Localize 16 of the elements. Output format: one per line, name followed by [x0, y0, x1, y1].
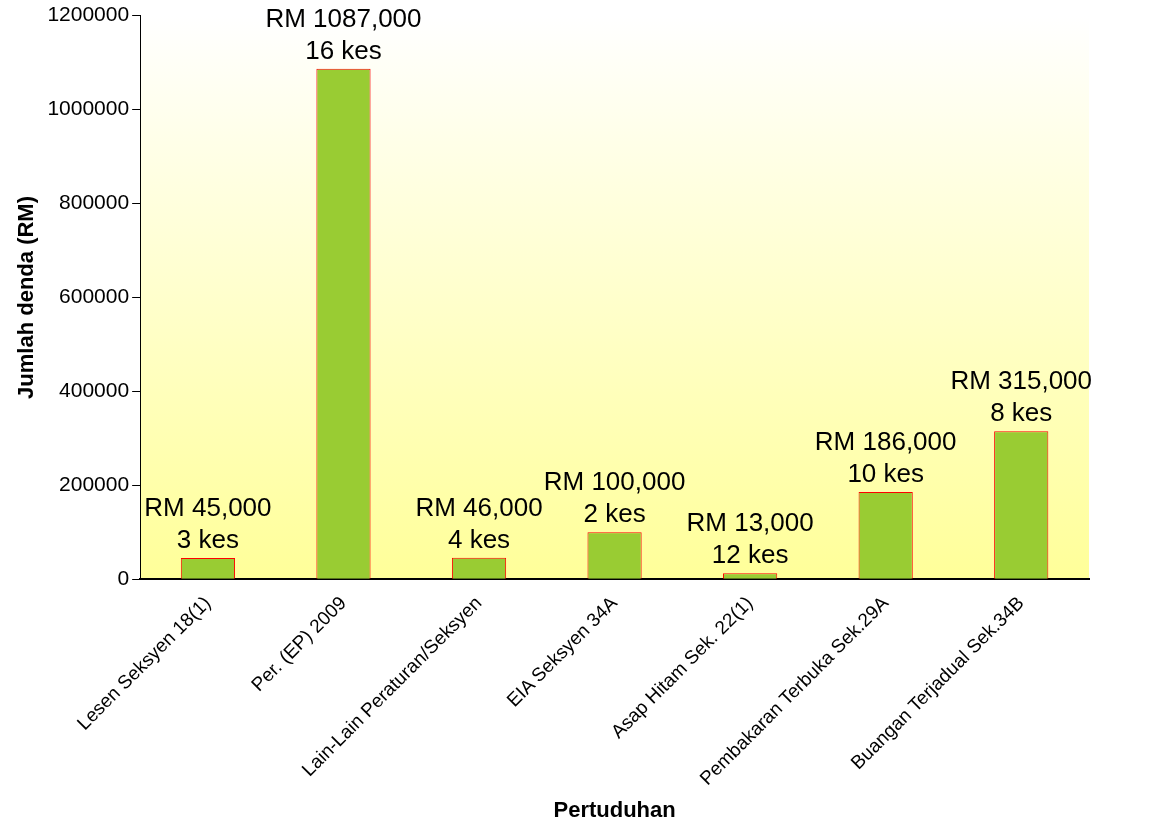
y-tick-label: 200000: [59, 472, 130, 496]
y-axis-title: Jumlah denda (RM): [13, 195, 39, 399]
y-tick-label: 1000000: [47, 96, 130, 120]
data-label: RM 13,000 12 kes: [686, 507, 814, 570]
data-label: RM 315,000 8 kes: [950, 365, 1093, 428]
y-tick-label: 400000: [59, 378, 130, 402]
data-label: RM 46,000 4 kes: [415, 491, 543, 554]
y-tick-label: 0: [117, 566, 130, 590]
y-tick-label: 800000: [59, 190, 130, 214]
x-axis-title: Pertuduhan: [553, 796, 676, 822]
y-tick-label: 1200000: [47, 2, 130, 26]
y-tick-label: 600000: [59, 284, 130, 308]
data-label: RM 186,000 10 kes: [814, 426, 957, 489]
data-label: RM 45,000 3 kes: [144, 492, 272, 555]
data-label: RM 100,000 2 kes: [543, 466, 686, 529]
data-label: RM 1087,000 16 kes: [265, 2, 422, 65]
